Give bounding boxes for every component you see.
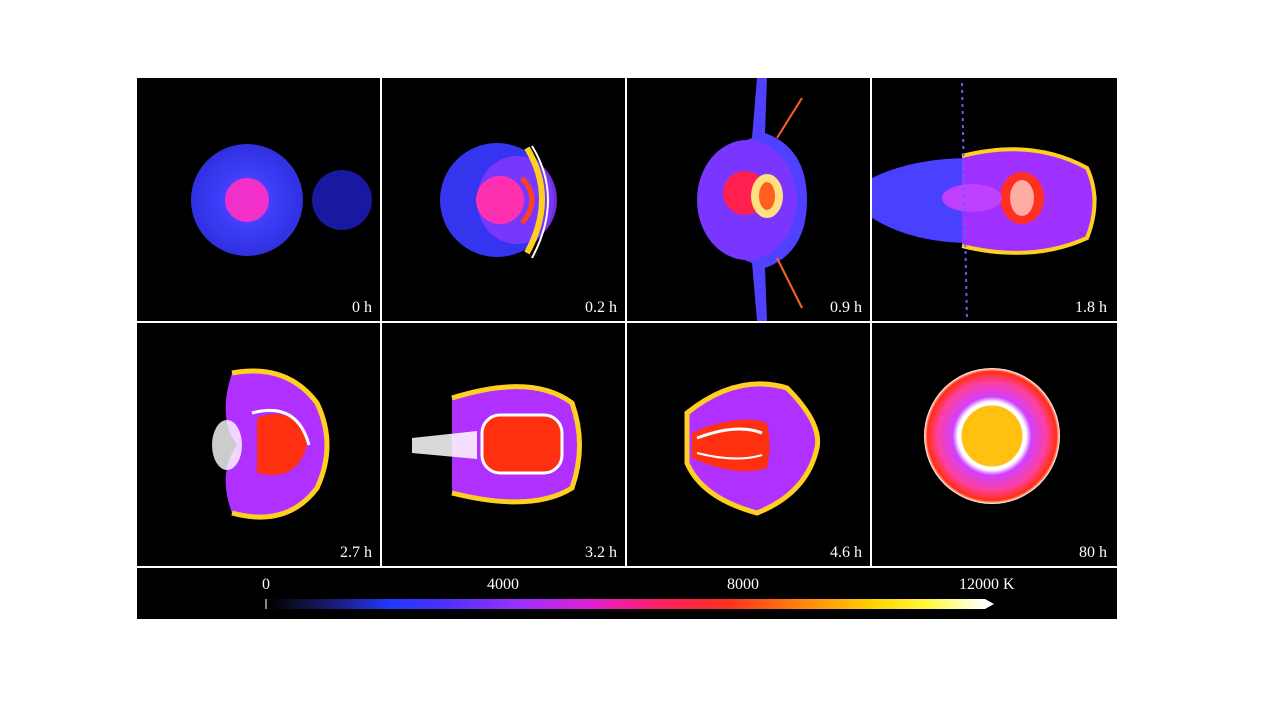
panel-80h-image [924, 368, 1060, 504]
panel-0-9h: 0.9 h [627, 78, 870, 321]
colorbar-start-cap [265, 599, 267, 609]
panel-0-2h-image [440, 143, 557, 259]
panel-time-label: 0.2 h [585, 299, 617, 316]
panel-time-label: 80 h [1079, 544, 1107, 561]
colorbar-tick-0: 0 [262, 576, 270, 593]
panel-3-2h: 3.2 h [382, 323, 625, 566]
panel-2-7h-image [212, 368, 330, 520]
panel-3-2h-image [412, 384, 582, 505]
panel-time-label: 3.2 h [585, 544, 617, 561]
temperature-colorbar: 0 4000 8000 12000 K [137, 569, 1117, 619]
colorbar-tick-12000: 12000 K [959, 576, 1015, 593]
colorbar-arrow [985, 599, 994, 609]
panel-0h-image [191, 144, 372, 256]
panel-0h: 0 h [137, 78, 380, 321]
panel-4-6h: 4.6 h [627, 323, 870, 566]
panel-0-9h-image [697, 78, 807, 321]
panel-1-8h-image [872, 82, 1097, 321]
panel-2-7h: 2.7 h [137, 323, 380, 566]
panel-time-label: 4.6 h [830, 544, 862, 561]
colorbar-tick-4000: 4000 [487, 576, 519, 593]
panel-divider-horizontal [137, 321, 1117, 323]
panel-time-label: 2.7 h [340, 544, 372, 561]
colorbar-gradient [267, 599, 985, 609]
panel-4-6h-image [684, 381, 821, 516]
panel-80h: 80 h [872, 323, 1115, 566]
panel-time-label: 0.9 h [830, 299, 862, 316]
colorbar-divider [137, 566, 1117, 568]
panel-time-label: 0 h [352, 299, 372, 316]
simulation-figure: 0 h 0.2 h 0.9 h [137, 78, 1117, 619]
panel-time-label: 1.8 h [1075, 299, 1107, 316]
colorbar-tick-8000: 8000 [727, 576, 759, 593]
panel-1-8h: 1.8 h [872, 78, 1115, 321]
panel-0-2h: 0.2 h [382, 78, 625, 321]
